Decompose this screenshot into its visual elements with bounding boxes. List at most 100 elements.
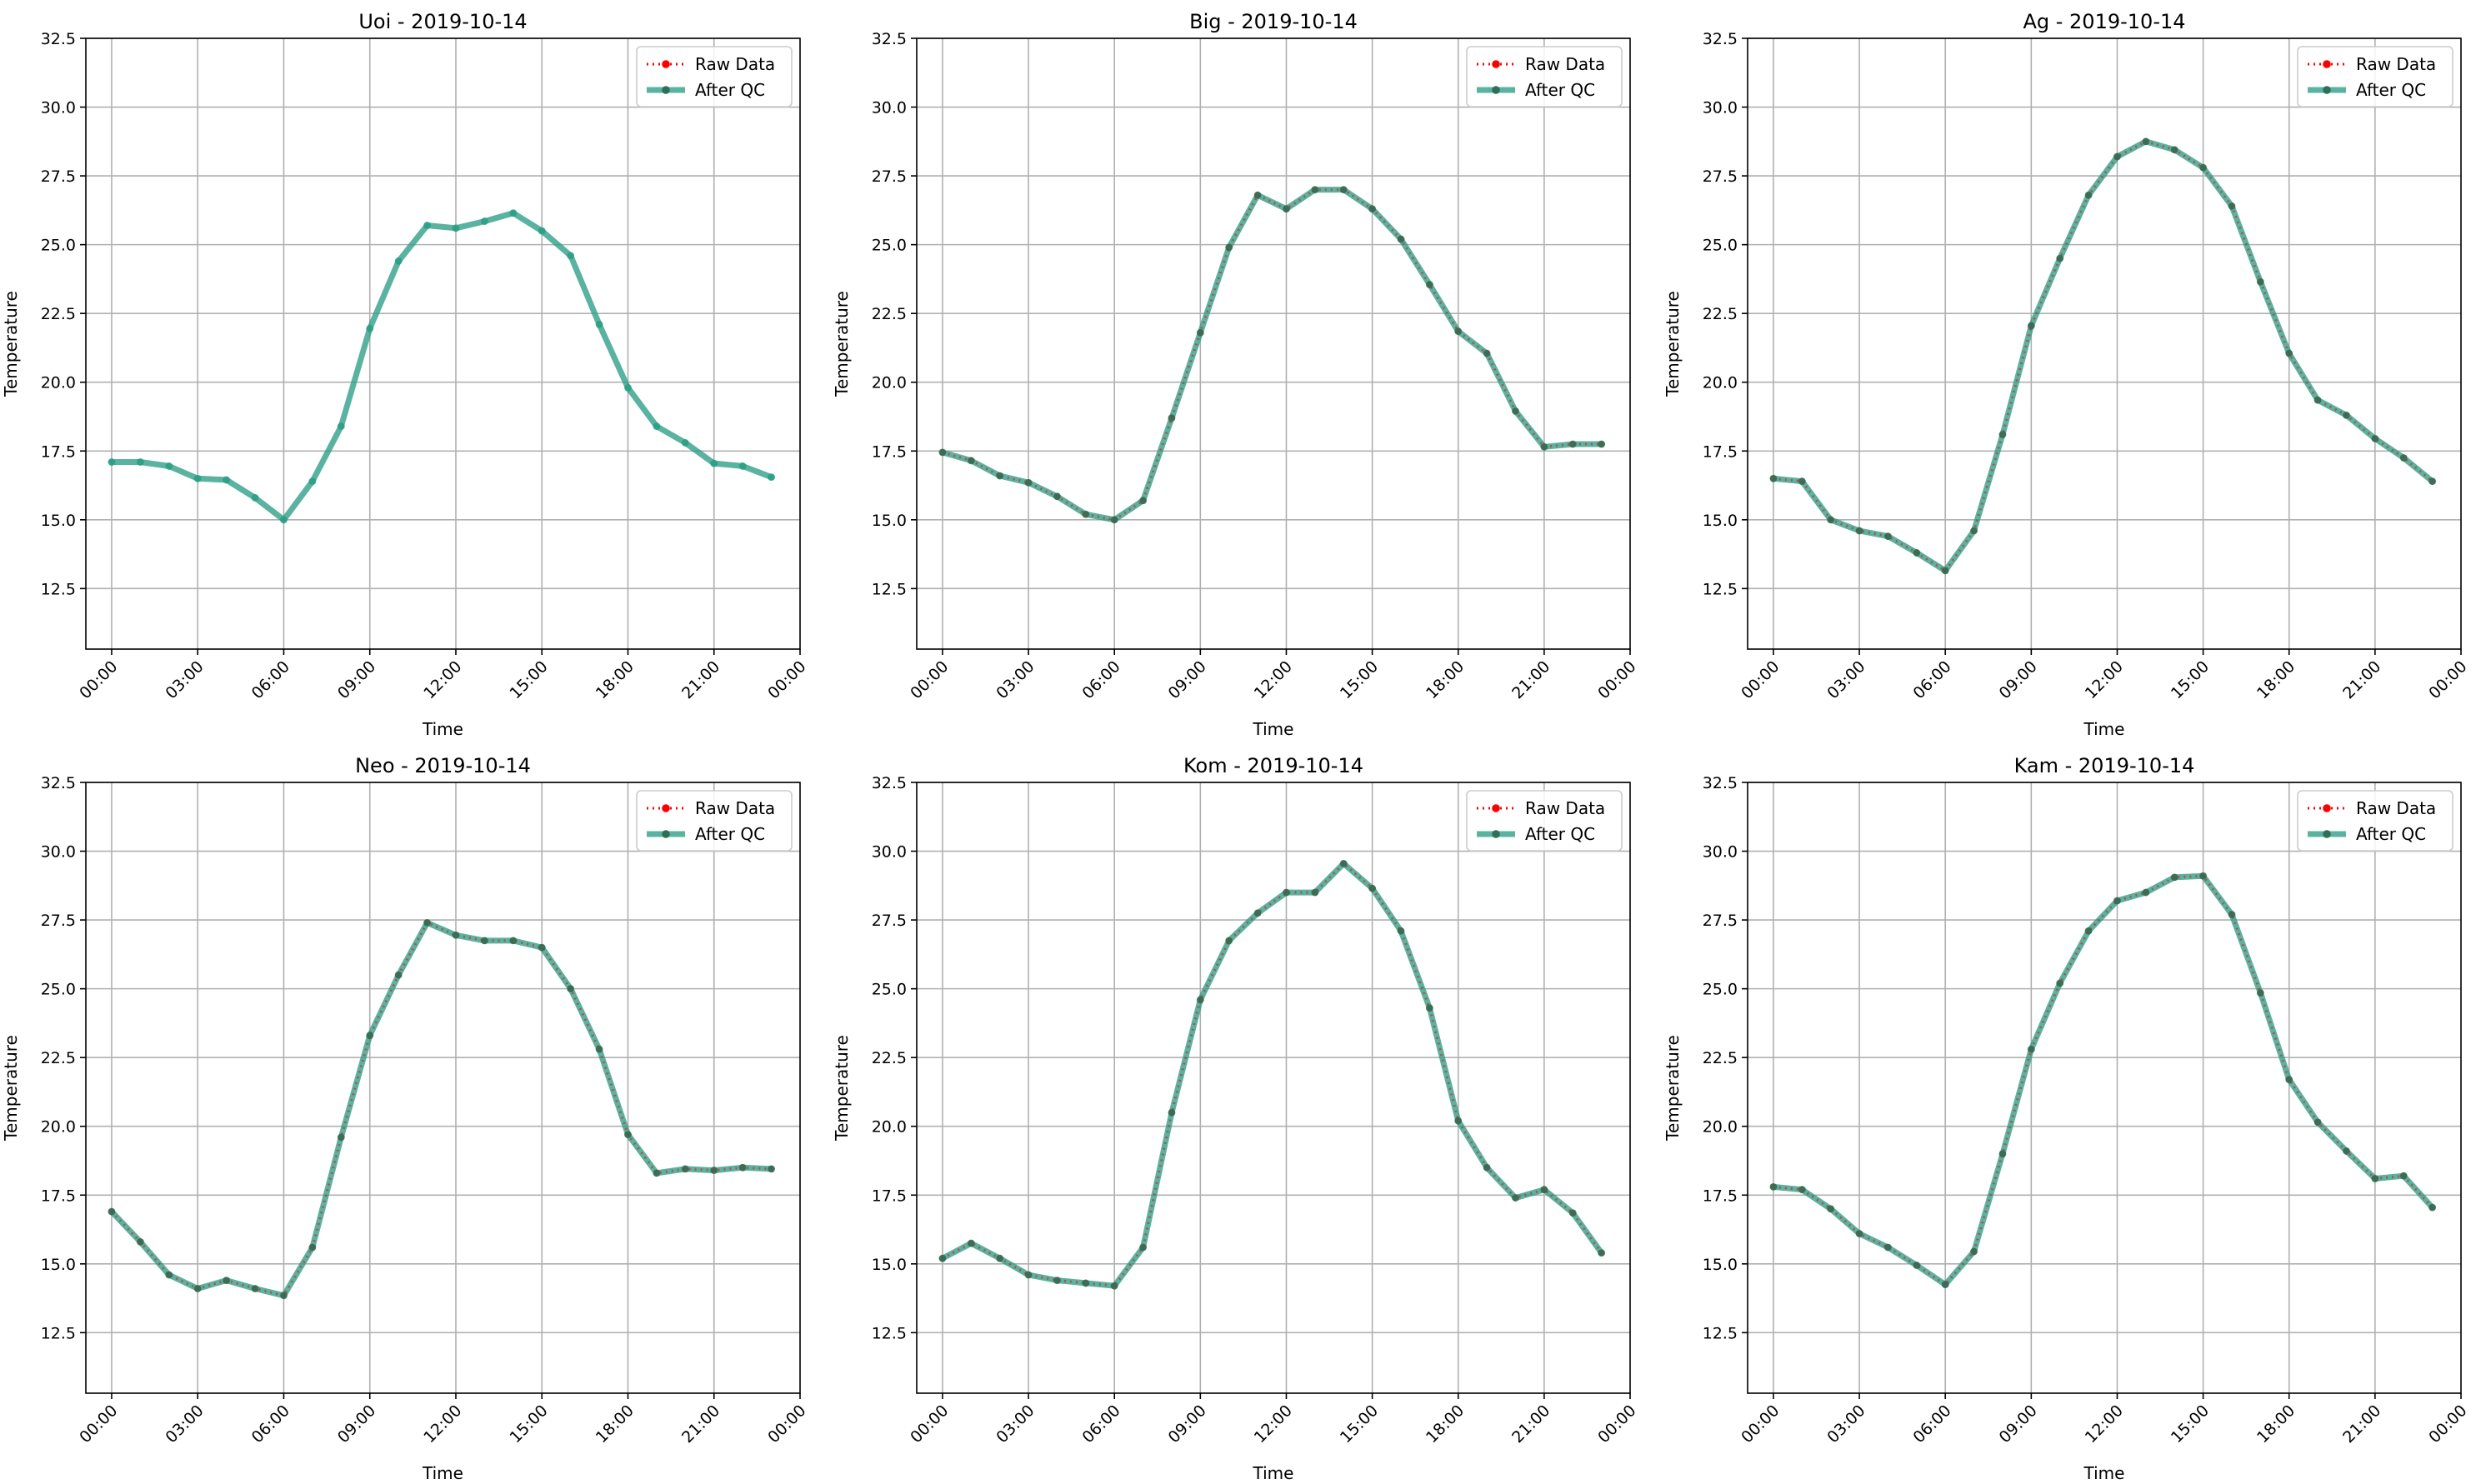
chart-3-ytick-label-0: 12.5 [41,1324,76,1342]
chart-2-ytick-label-0: 12.5 [1703,580,1738,598]
chart-5-qc-point-19 [2313,1118,2322,1127]
chart-4-qc-point-19 [1483,1163,1491,1172]
chart-4-legend: Raw Data After QC [1466,790,1623,852]
chart-3-xtick-label-6: 18:00 [593,1402,638,1447]
chart-0-qc-point-22 [738,462,747,470]
chart-0-qc-point-13 [481,217,488,225]
chart-0-ytick-label-3: 20.0 [41,374,76,392]
chart-0-qc-point-17 [595,320,603,328]
chart-0-qc-point-4 [223,476,231,484]
chart-0-legend-raw-marker [662,60,670,68]
chart-5-ytick-label-1: 15.0 [1703,1256,1738,1274]
chart-4-qc-point-14 [1339,860,1348,867]
chart-1-xlabel: Time [1253,719,1294,739]
chart-3-qc-point-3 [193,1285,202,1292]
chart-2-ytick-label-2: 17.5 [1703,442,1738,461]
chart-2-series-raw-data-line [1773,140,2433,572]
chart-3-qc-point-2 [165,1271,173,1279]
chart-1-legend-qc-marker [1492,86,1500,94]
chart-4-qc-point-15 [1368,884,1377,892]
chart-3-qc-point-17 [595,1045,603,1053]
chart-2-qc-point-19 [2313,396,2322,404]
chart-4-qc-point-3 [1024,1271,1033,1279]
chart-1-series-raw-data-line [942,188,1602,522]
chart-1-panel: 12.5 15.0 17.5 20.0 22.5 25.0 27.5 30.0 32.5 00:0… [832,10,1640,739]
chart-2-qc-point-7 [1970,527,1978,535]
chart-0-qc-point-7 [308,477,317,485]
chart-0-title: Uoi - 2019-10-14 [358,10,527,33]
chart-3-series-raw-data-line [110,921,772,1297]
chart-1-legend-raw-label: Raw Data [1525,54,1605,74]
chart-0-qc-point-18 [624,383,632,392]
chart-2-axes-frame [1747,37,2462,650]
chart-2-qc-point-6 [1941,567,1949,575]
chart-3-ytick-label-5: 25.0 [41,981,76,999]
chart-1-qc-point-15 [1368,205,1377,213]
chart-4-legend-qc-label: After QC [1525,824,1595,844]
chart-2-qc-point-13 [2142,137,2150,146]
chart-5-ylabel: Temperature [1663,1035,1683,1142]
chart-2-qc-point-17 [2256,277,2264,286]
chart-2-ytick-label-3: 20.0 [1703,374,1738,392]
chart-1-grid [917,37,1630,649]
chart-3-xtick-label-5: 15:00 [506,1402,551,1447]
chart-2-qc-point-4 [1884,532,1892,541]
chart-5-legend-raw-label: Raw Data [2356,798,2436,818]
chart-5-series-after-qc-line [1770,872,2436,1288]
chart-2-legend-qc-label: After QC [2356,80,2426,100]
chart-2-xlabel: Time [2083,719,2125,739]
chart-0-qc-point-8 [337,422,345,430]
chart-3-ytick-label-3: 20.0 [41,1118,76,1137]
chart-2-legend-raw-marker [2323,60,2331,68]
chart-2-xtick-label-6: 18:00 [2253,657,2298,702]
chart-0-series-after-qc-line [108,210,775,523]
chart-2-ytick-label-8: 32.5 [1703,30,1738,48]
chart-5-series-raw-data-line [1773,874,2433,1287]
chart-2-xtick-label-0: 00:00 [1738,657,1783,702]
chart-3-qc-point-0 [108,1207,116,1216]
chart-4-axes-frame [916,782,1631,1394]
chart-2-grid [1748,37,2461,649]
chart-0-qc-point-5 [251,494,259,502]
chart-5-xlabel: Time [2083,1463,2125,1483]
chart-3-legend-raw-label: Raw Data [695,798,775,818]
chart-4-xtick-label-7: 21:00 [1508,1402,1553,1447]
chart-0-legend-qc-marker [662,86,670,94]
chart-5-qc-point-17 [2256,989,2264,997]
chart-0-ytick-label-4: 22.5 [41,305,76,323]
chart-3-qc-point-21 [710,1167,718,1174]
chart-5-ytick-label-3: 20.0 [1703,1118,1738,1137]
chart-4-qc-point-4 [1053,1277,1061,1285]
chart-5-qc-point-12 [2113,897,2121,905]
chart-2-legend-raw-label: Raw Data [2356,54,2436,74]
chart-0-xtick-label-3: 09:00 [334,657,379,702]
chart-4-grid [917,782,1630,1393]
chart-1-qc-point-21 [1540,442,1548,451]
chart-1-qc-point-14 [1339,186,1348,193]
chart-1-xtick-label-8: 00:00 [1594,657,1639,702]
chart-5-qc-point-22 [2399,1172,2408,1180]
chart-1-qc-point-19 [1483,349,1491,357]
chart-2-qc-point-9 [2027,322,2035,330]
chart-1-xtick-label-0: 00:00 [907,657,952,702]
chart-1-qc-point-11 [1253,191,1262,199]
chart-3-qc-point-4 [223,1277,231,1285]
chart-1-title: Big - 2019-10-14 [1189,10,1358,33]
chart-3-legend-raw-marker [662,804,670,812]
chart-1-qc-point-8 [1168,414,1176,422]
chart-0-qc-point-10 [394,257,403,265]
chart-2-ytick-label-1: 15.0 [1703,512,1738,530]
chart-2-legend: Raw Data After QC [2297,46,2453,107]
chart-5-xtick-label-7: 21:00 [2339,1402,2384,1447]
chart-2-xtick-label-1: 03:00 [1823,657,1868,702]
chart-4-ytick-label-4: 22.5 [872,1049,907,1067]
chart-1-xtick-label-4: 12:00 [1251,657,1296,702]
chart-1-ytick-label-7: 30.0 [872,99,907,117]
chart-3-qc-point-20 [681,1165,689,1173]
chart-1-qc-point-22 [1568,440,1577,448]
chart-0-ytick-label-6: 27.5 [41,167,76,186]
chart-4-legend-raw-label: Raw Data [1525,798,1605,818]
chart-2-qc-point-2 [1827,516,1835,524]
chart-5-xtick-label-2: 06:00 [1909,1402,1954,1447]
chart-3-qc-point-22 [738,1163,747,1172]
